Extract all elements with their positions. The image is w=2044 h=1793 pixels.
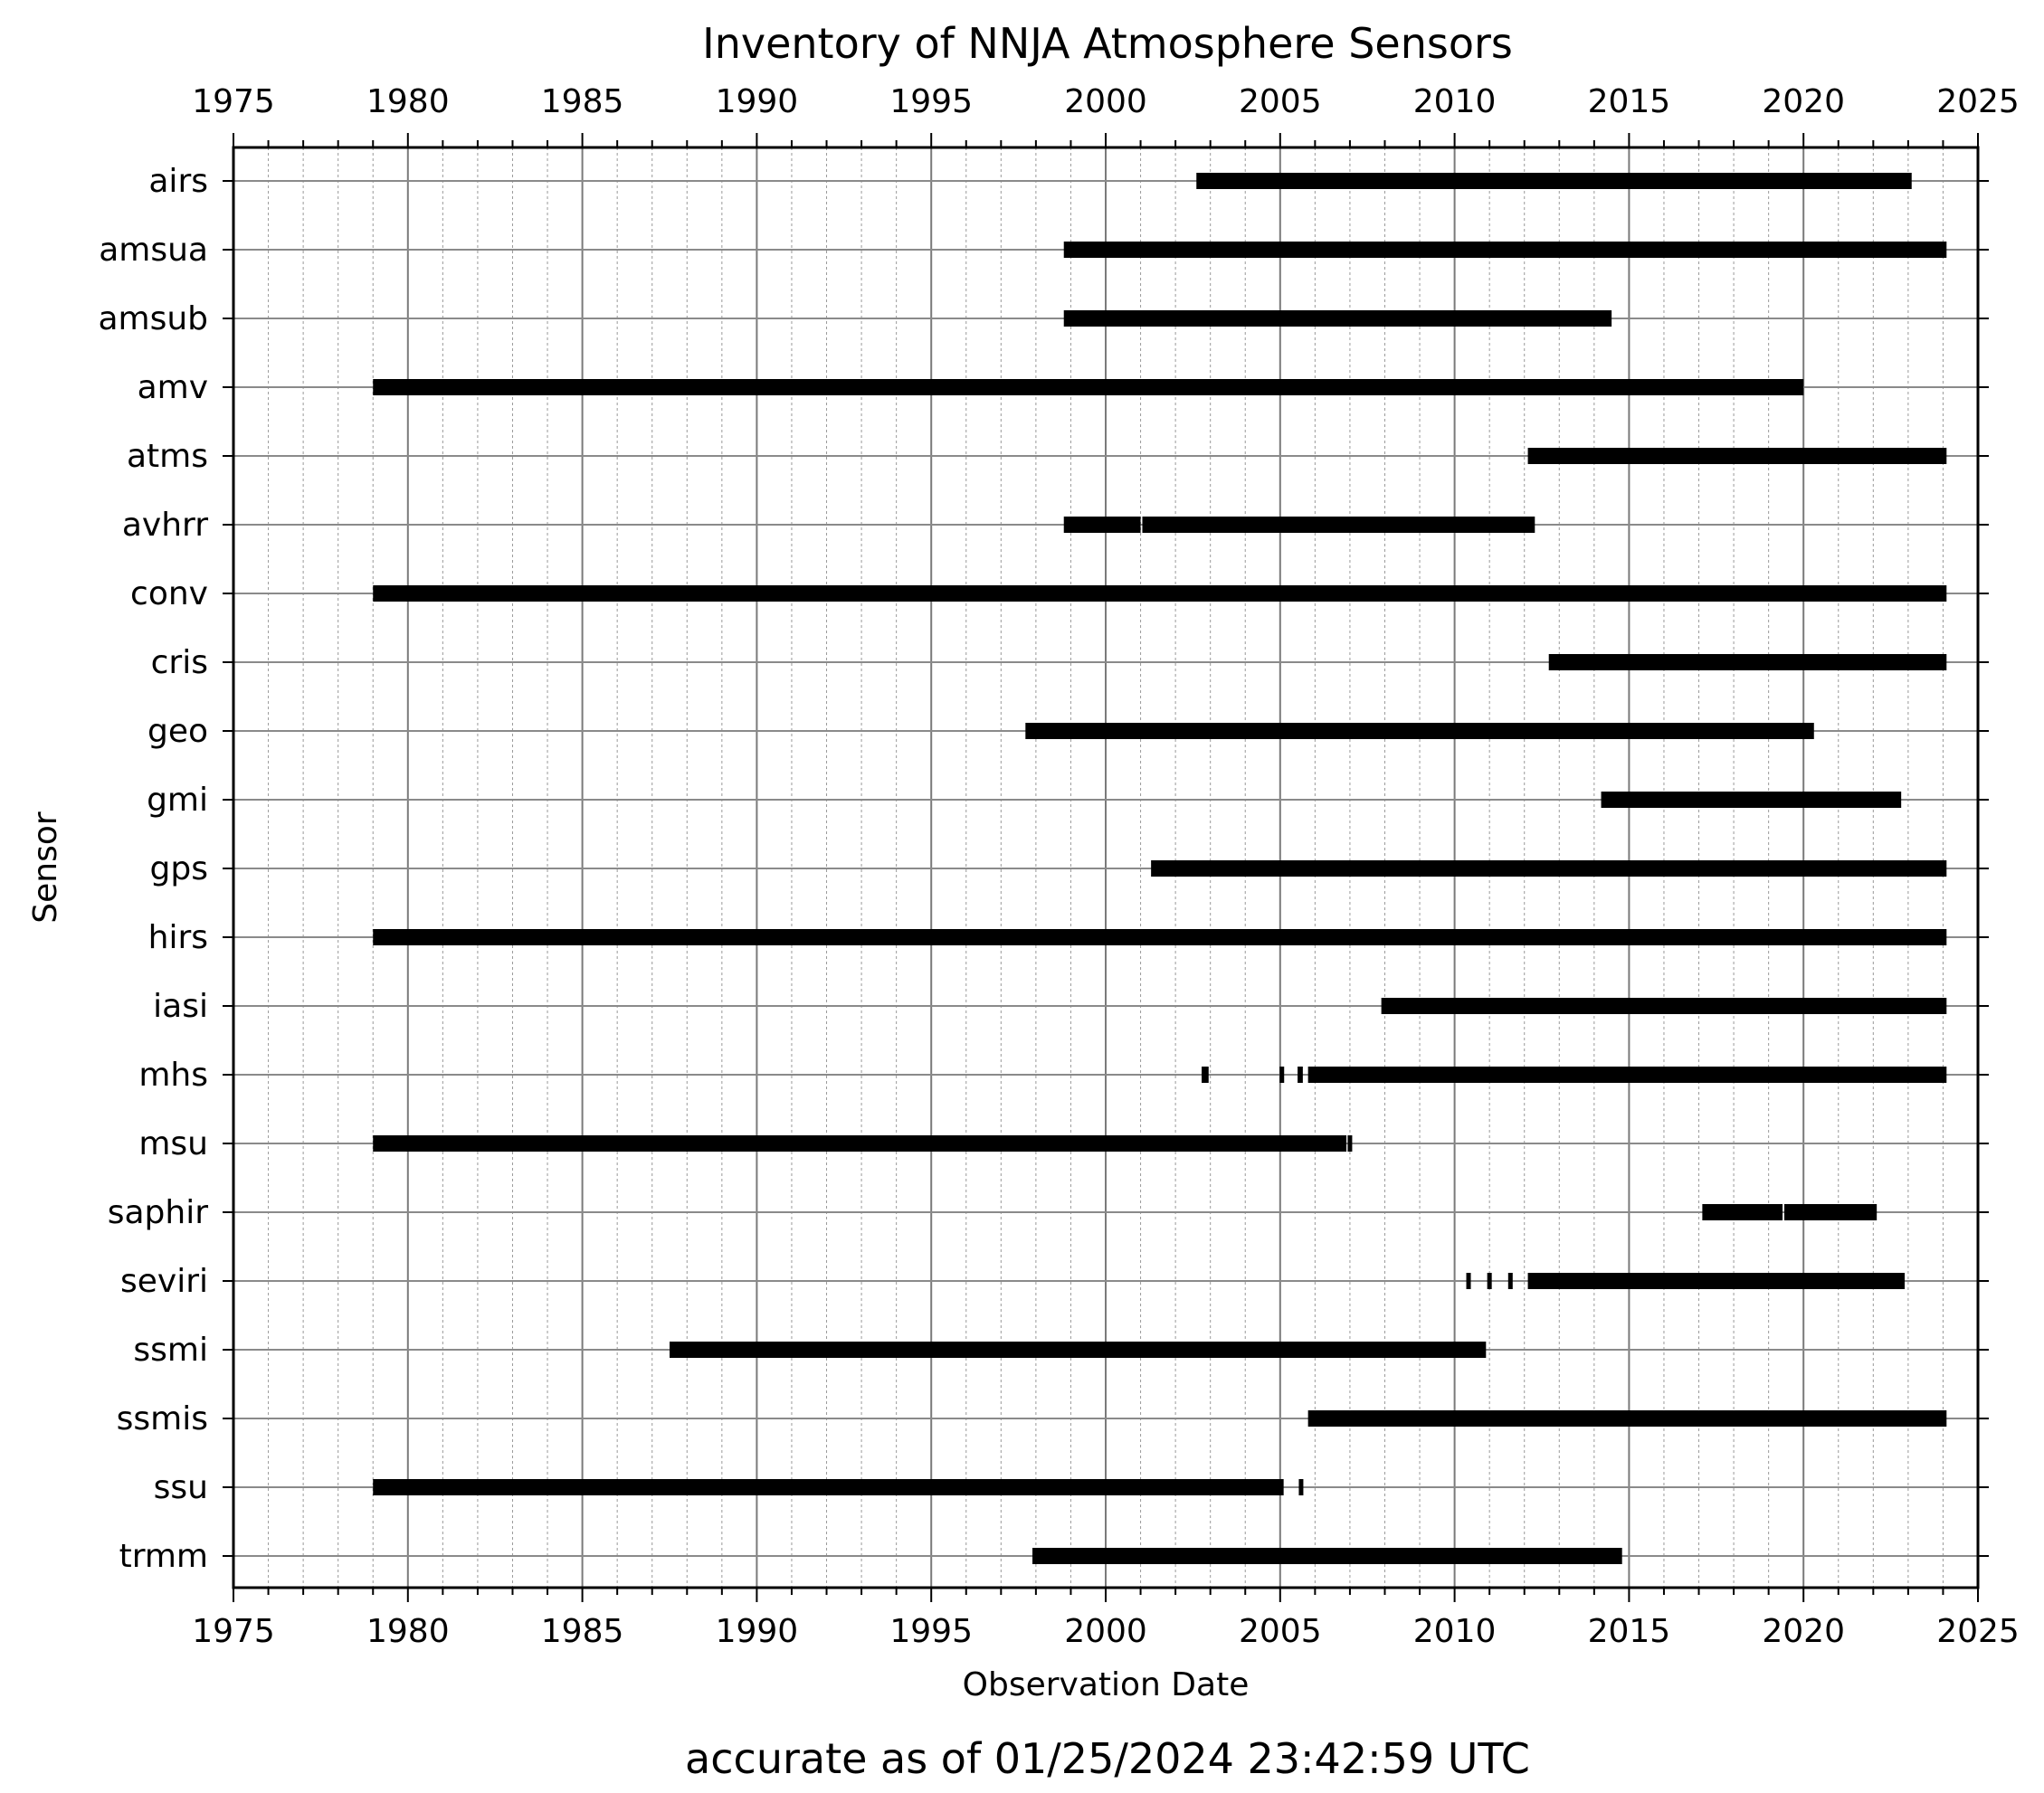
x-tick-label-top: 2000	[1064, 83, 1147, 120]
x-tick-label-bottom: 1985	[541, 1613, 624, 1650]
y-tick-label-seviri: seviri	[120, 1263, 208, 1300]
x-tick-label-bottom: 2020	[1762, 1613, 1845, 1650]
y-tick-label-saphir: saphir	[108, 1194, 208, 1231]
sensor-bar-amsua	[1063, 242, 1947, 258]
y-tick-label-geo: geo	[147, 713, 208, 750]
x-tick-label-top: 2005	[1239, 83, 1322, 120]
x-tick-label-bottom: 1990	[716, 1613, 799, 1650]
y-tick-label-hirs: hirs	[148, 919, 208, 956]
y-tick-label-mhs: mhs	[138, 1057, 208, 1094]
sensor-bar-saphir	[1702, 1204, 1783, 1220]
x-tick-label-bottom: 1980	[366, 1613, 450, 1650]
x-tick-label-bottom: 1995	[889, 1613, 973, 1650]
y-tick-label-msu: msu	[138, 1125, 208, 1162]
y-tick-label-gmi: gmi	[147, 782, 208, 819]
y-tick-label-amsub: amsub	[98, 300, 208, 337]
sensor-bar-conv	[373, 585, 1947, 602]
sensor-bar-trmm	[1032, 1548, 1622, 1564]
y-tick-label-avhrr: avhrr	[122, 507, 208, 544]
sensor-bar-iasi	[1381, 998, 1947, 1014]
sensor-bar-amv	[373, 379, 1804, 395]
sensor-bar-avhrr	[1063, 517, 1141, 533]
y-tick-label-iasi: iasi	[153, 988, 208, 1025]
footer-note: accurate as of 01/25/2024 23:42:59 UTC	[685, 1734, 1530, 1783]
sensor-bar-ssmis	[1307, 1410, 1947, 1427]
x-tick-label-bottom: 1975	[192, 1613, 275, 1650]
x-tick-label-bottom: 2025	[1936, 1613, 2020, 1650]
x-tick-label-top: 1975	[192, 83, 275, 120]
sensor-bar-ssu	[1298, 1479, 1304, 1495]
x-tick-label-bottom: 2000	[1064, 1613, 1147, 1650]
sensor-bar-ssu	[373, 1479, 1284, 1495]
y-tick-label-amsua: amsua	[99, 232, 208, 269]
sensor-bar-seviri	[1507, 1273, 1513, 1289]
sensor-bar-saphir	[1783, 1204, 1878, 1220]
x-tick-label-top: 2025	[1936, 83, 2020, 120]
x-tick-label-bottom: 2010	[1413, 1613, 1497, 1650]
sensor-bar-mhs	[1279, 1067, 1285, 1083]
sensor-bar-geo	[1025, 723, 1814, 739]
x-tick-label-bottom: 2015	[1588, 1613, 1671, 1650]
sensor-bar-airs	[1196, 173, 1912, 189]
x-tick-label-top: 1995	[889, 83, 973, 120]
sensor-bar-mhs	[1202, 1067, 1209, 1083]
sensor-bar-cris	[1548, 654, 1947, 670]
y-tick-label-airs: airs	[148, 163, 208, 200]
x-tick-label-top: 1980	[366, 83, 450, 120]
sensor-bar-gps	[1151, 860, 1947, 877]
sensor-bar-seviri	[1466, 1273, 1471, 1289]
sensor-bar-amsub	[1063, 310, 1612, 327]
y-tick-label-ssu: ssu	[154, 1469, 208, 1506]
y-tick-labels: airs amsua amsub amv atms avhrr conv cris geo gmi…	[98, 163, 208, 1575]
y-tick-label-amv: amv	[138, 369, 208, 406]
sensor-bar-atms	[1527, 448, 1947, 464]
y-tick-label-cris: cris	[151, 644, 208, 681]
y-tick-label-atms: atms	[127, 438, 208, 475]
x-tick-label-top: 1985	[541, 83, 624, 120]
x-axis-label: Observation Date	[963, 1666, 1250, 1703]
x-tick-label-top: 1990	[716, 83, 799, 120]
y-tick-label-ssmi: ssmi	[133, 1332, 208, 1369]
x-tick-label-top: 2020	[1762, 83, 1845, 120]
y-tick-label-conv: conv	[130, 575, 208, 612]
sensor-bar-seviri	[1527, 1273, 1906, 1289]
sensor-bar-mhs	[1307, 1067, 1947, 1083]
y-tick-label-gps: gps	[150, 850, 208, 887]
sensor-bar-ssmi	[670, 1342, 1487, 1358]
sensor-bar-msu	[373, 1135, 1347, 1152]
x-tick-label-bottom: 2005	[1239, 1613, 1322, 1650]
y-tick-label-ssmis: ssmis	[117, 1400, 208, 1437]
sensor-bar-hirs	[373, 929, 1947, 945]
chart-title: Inventory of NNJA Atmosphere Sensors	[702, 19, 1513, 68]
sensor-bar-mhs	[1298, 1067, 1303, 1083]
sensor-bar-avhrr	[1142, 517, 1535, 533]
sensor-bars	[373, 173, 1947, 1564]
sensor-bar-gmi	[1601, 792, 1902, 808]
y-tick-label-trmm: trmm	[119, 1538, 208, 1575]
plot-frame	[232, 146, 1980, 1589]
x-tick-labels: 1975 1975 1980 1980 1985 1985 1990 1990 1995 1995…	[192, 83, 2020, 1650]
x-tick-label-top: 2015	[1588, 83, 1671, 120]
x-tick-label-top: 2010	[1413, 83, 1497, 120]
sensor-bar-seviri	[1487, 1273, 1492, 1289]
sensor-bar-msu	[1347, 1135, 1353, 1152]
y-axis-label: Sensor	[27, 811, 64, 924]
